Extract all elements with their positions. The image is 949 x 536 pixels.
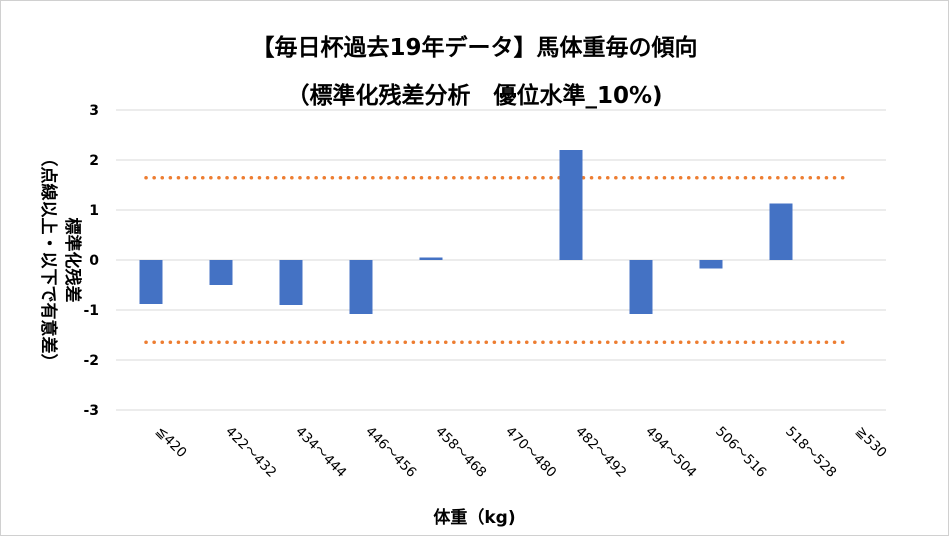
y-tick-label: 2 xyxy=(89,153,99,169)
x-tick-label: 458～468 xyxy=(432,424,489,481)
y-tick-label: -2 xyxy=(83,353,99,369)
x-tick-label: 494～504 xyxy=(642,424,699,481)
x-tick-label: 482～492 xyxy=(572,424,629,481)
x-tick-label: 422～432 xyxy=(222,424,279,481)
x-tick-label: 470～480 xyxy=(502,424,559,481)
x-tick-label: 446～456 xyxy=(362,424,419,481)
x-tick-labels: ≦420 422～432 434～444 446～456 458～468 470～480 4… xyxy=(152,424,890,481)
bar xyxy=(139,260,163,304)
bar xyxy=(559,150,583,260)
y-tick-label: -3 xyxy=(83,403,99,419)
y-tick-label: -1 xyxy=(83,303,99,319)
y-tick-label: 3 xyxy=(89,103,99,119)
bar xyxy=(699,260,723,269)
x-tick-label: 434～444 xyxy=(292,424,349,481)
y-tick-labels: 3 2 1 0 -1 -2 -3 xyxy=(83,103,99,419)
x-tick-label: 506～516 xyxy=(712,424,769,481)
bar xyxy=(349,260,373,314)
x-tick-label: ≦420 xyxy=(152,424,190,462)
bar xyxy=(629,260,653,314)
gridlines xyxy=(116,109,886,411)
y-tick-label: 0 xyxy=(89,253,99,269)
significance-lines xyxy=(144,176,848,344)
y-tick-label: 1 xyxy=(89,203,99,219)
bar xyxy=(419,257,443,260)
x-axis-label: 体重（kg) xyxy=(433,508,516,528)
bar xyxy=(769,203,793,260)
bar-series xyxy=(139,150,793,314)
x-tick-label: 518～528 xyxy=(782,424,839,481)
chart-subtitle: （標準化残差分析 優位水準_10%) xyxy=(286,83,663,109)
bar xyxy=(279,260,303,305)
chart-title: 【毎日杯過去19年データ】馬体重毎の傾向 xyxy=(251,35,698,61)
x-tick-label: ≧530 xyxy=(852,424,890,462)
bar xyxy=(209,260,233,285)
